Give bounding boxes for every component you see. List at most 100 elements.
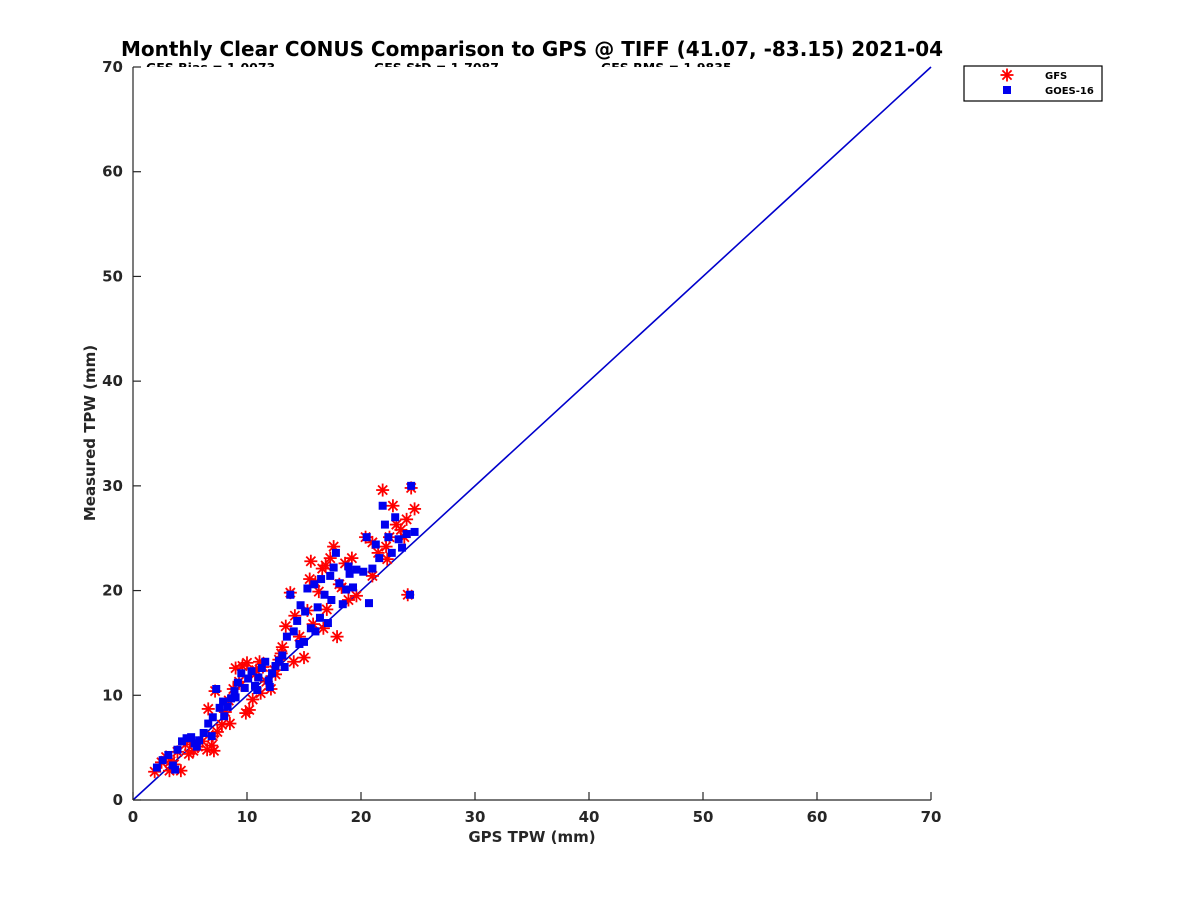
goes-16-point-48: [331, 548, 340, 557]
y-tick-label-6: 60: [102, 163, 123, 181]
goes-16-point-79: [368, 564, 377, 573]
x-tick-label-7: 70: [921, 808, 942, 826]
goes-16-point-30: [271, 661, 280, 670]
x-tick-label-1: 10: [237, 808, 258, 826]
gfs-point-60: [386, 499, 400, 513]
goes-16-point-62: [391, 513, 400, 522]
goes-16-point-13: [212, 685, 221, 694]
gfs-point-82: [182, 747, 196, 761]
goes-16-point-28: [264, 676, 273, 685]
gfs-point-66: [408, 502, 422, 516]
goes-16-point-15: [219, 697, 228, 706]
goes-16-point-51: [342, 585, 351, 594]
goes-16-point-16: [223, 702, 232, 711]
legend-gfs-label: GFS: [1045, 71, 1067, 82]
goes-16-point-58: [378, 501, 387, 510]
goes-16-point-66: [406, 590, 415, 599]
gfs-point-49: [330, 630, 344, 644]
goes-16-point-75: [192, 742, 201, 751]
goes-16-point-73: [231, 693, 240, 702]
y-tick-label-7: 70: [102, 58, 123, 76]
gfs-point-53: [345, 551, 359, 565]
goes-16-point-11: [204, 719, 213, 728]
goes-16-point-12: [208, 713, 217, 722]
goes-16-point-80: [220, 712, 229, 721]
gfs-point-39: [297, 651, 311, 665]
goes-16-point-35: [289, 627, 298, 636]
goes-16-point-4: [173, 745, 182, 754]
goes-16-point-40: [306, 624, 315, 633]
goes-16-point-83: [315, 613, 324, 622]
goes-16-point-70: [280, 663, 289, 672]
goes-16-point-39: [303, 584, 312, 593]
x-axis-label: GPS TPW (mm): [468, 828, 595, 846]
goes-16-point-72: [311, 627, 320, 636]
goes-16-point-31: [274, 656, 283, 665]
gfs-point-14: [207, 744, 221, 758]
goes-16-point-61: [387, 548, 396, 557]
goes-16-point-23: [247, 667, 256, 676]
goes-16-point-27: [261, 657, 270, 666]
goes-16-point-68: [410, 527, 419, 536]
goes-16-point-34: [286, 590, 295, 599]
legend-goes-16-label: GOES-16: [1045, 86, 1094, 97]
goes-16-point-32: [278, 651, 287, 660]
legend-gfs-marker: [1000, 68, 1014, 82]
goes-16-point-56: [371, 540, 380, 549]
goes-16-point-44: [320, 590, 329, 599]
axes: 0 10 20 30 40 50 60 70 0 10 20 30 40 50 60 70: [102, 58, 941, 826]
goes-16-point-10: [199, 728, 208, 737]
gfs-point-81: [201, 702, 215, 716]
goes-16-point-29: [268, 669, 277, 678]
goes-16-point-21: [240, 683, 249, 692]
gfs-point-69: [223, 717, 237, 731]
goes-16-point-25: [254, 673, 263, 682]
goes-16-point-57: [375, 554, 384, 563]
gfs-point-76: [320, 602, 334, 616]
goes-16-point-18: [230, 687, 239, 696]
goes-16-point-77: [344, 562, 353, 571]
goes-16-point-17: [227, 694, 236, 703]
goes-16-point-47: [329, 563, 338, 572]
gfs-point-74: [287, 655, 301, 669]
gfs-point-17: [215, 718, 229, 732]
gfs-point-78: [349, 589, 363, 603]
legend-box: [963, 65, 1103, 102]
goes-16-point-45: [323, 619, 332, 628]
goes-16-point-81: [253, 686, 262, 695]
legend: GFS GOES-16: [963, 65, 1103, 102]
goes-16-point-82: [301, 607, 310, 616]
goes-16-point-74: [207, 732, 216, 741]
goes-16-point-43: [317, 575, 326, 584]
goes-16-point-38: [300, 637, 308, 646]
goes-16-point-60: [384, 533, 393, 542]
goes-16-point-63: [394, 535, 403, 544]
y-axis-label: Measured TPW (mm): [81, 345, 99, 521]
goes-16-point-9: [195, 736, 204, 745]
goes-16-point-50: [338, 600, 347, 609]
x-tick-label-6: 60: [807, 808, 828, 826]
gfs-point-42: [304, 554, 318, 568]
goes-16-point-20: [237, 669, 246, 678]
y-axis-ticks: 0 10 20 30 40 50 60 70: [102, 58, 141, 809]
gfs-point-26: [246, 692, 260, 706]
goes-16-point-53: [352, 565, 361, 574]
y-tick-label-0: 0: [113, 791, 123, 809]
goes-16-point-71: [295, 639, 304, 648]
x-axis-ticks: 0 10 20 30 40 50 60 70: [128, 792, 942, 826]
gfs-point-71: [240, 656, 254, 670]
goes-16-point-14: [215, 703, 224, 712]
x-tick-label-0: 0: [128, 808, 138, 826]
x-tick-label-5: 50: [693, 808, 714, 826]
goes-16-point-65: [402, 530, 411, 539]
x-tick-label-3: 30: [465, 808, 486, 826]
legend-gfs-asterisk: [1000, 68, 1014, 82]
y-tick-label-3: 30: [102, 477, 123, 495]
goes-16-point-55: [364, 599, 373, 608]
goes-16-point-3: [168, 761, 177, 770]
goes-16-point-26: [257, 664, 266, 673]
chart-title: Monthly Clear CONUS Comparison to GPS @ …: [121, 37, 943, 61]
goes-16-point-49: [335, 579, 344, 588]
plot-area: [132, 66, 932, 801]
